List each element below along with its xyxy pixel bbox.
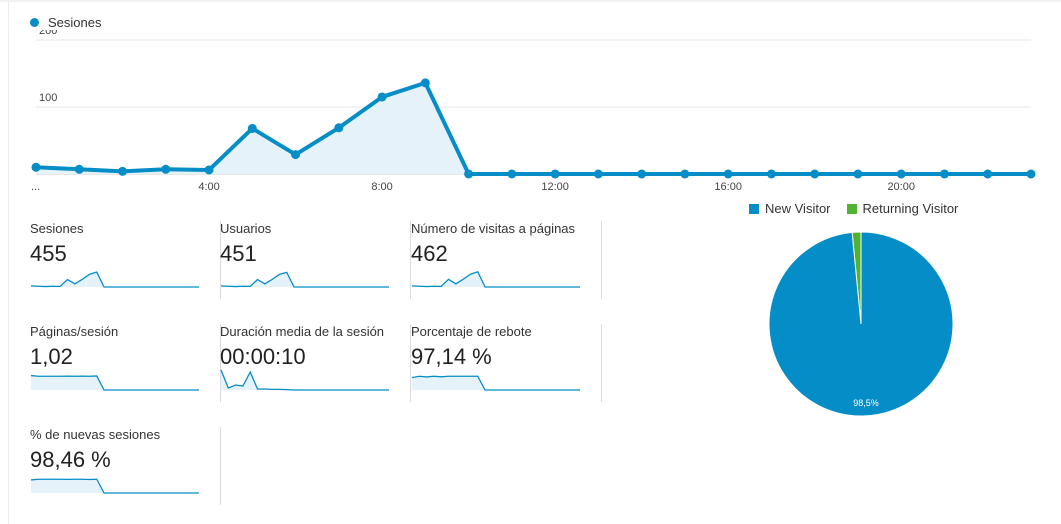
sparkline-line (411, 375, 580, 391)
data-point (896, 169, 906, 179)
metric-sparkline (30, 374, 199, 391)
sparkline-area (221, 370, 389, 390)
metric-sparkline (220, 271, 389, 288)
data-point (939, 169, 949, 179)
y-tick-label: 200 (39, 30, 57, 37)
metric-value: 97,14 % (411, 344, 492, 369)
metric-value: 451 (220, 241, 257, 266)
sparkline-line (411, 271, 580, 288)
pie-legend-item-new[interactable]: New Visitor (749, 201, 831, 216)
metric-sesiones[interactable]: Sesiones 455 (30, 221, 221, 299)
y-tick-label: 100 (39, 92, 57, 104)
main-chart-legend[interactable]: Sesiones (30, 15, 101, 30)
left-border (8, 0, 9, 524)
metric-value: 98,46 % (30, 447, 111, 472)
pie-legend-swatch (846, 203, 857, 214)
pie-slice-label: 98,5% (853, 398, 879, 408)
pie-legend-swatch (749, 203, 759, 214)
metric-porcentaje-rebote[interactable]: Porcentaje de rebote 97,14 % (411, 324, 602, 402)
pie-legend-label: Returning Visitor (862, 201, 959, 216)
data-point (637, 169, 647, 179)
sparkline-line (30, 478, 199, 494)
x-tick-label: 12:00 (541, 181, 569, 193)
data-point (31, 162, 41, 172)
data-point (766, 169, 776, 179)
x-tick-label: 4:00 (198, 181, 219, 193)
data-point (74, 164, 84, 174)
data-point (593, 169, 603, 179)
legend-label-sesiones: Sesiones (48, 15, 102, 30)
x-tick-label: ... (31, 181, 40, 193)
data-point (377, 92, 387, 102)
series-area (36, 82, 1031, 174)
data-point (680, 169, 690, 179)
metric-usuarios[interactable]: Usuarios 451 (220, 221, 411, 299)
pie-legend-item-returning[interactable]: Returning Visitor (846, 201, 959, 216)
data-point (1026, 169, 1036, 179)
metric-label: Duración media de la sesión (220, 324, 385, 339)
data-point (853, 169, 863, 179)
sparkline-area (31, 479, 199, 493)
data-point (723, 169, 733, 179)
metric-label: % de nuevas sesiones (30, 427, 161, 442)
data-point (204, 165, 214, 175)
sparkline-area (412, 271, 580, 287)
sparkline-line (30, 374, 199, 391)
metric-value: 00:00:10 (220, 344, 306, 369)
data-point (420, 78, 430, 88)
metric-label: Páginas/sesión (30, 324, 119, 339)
metric-nuevas-sesiones[interactable]: % de nuevas sesiones 98,46 % (30, 427, 221, 505)
legend-dot-sesiones (30, 18, 39, 27)
data-point (983, 169, 993, 179)
data-point (334, 123, 344, 133)
metric-sparkline (411, 375, 580, 391)
data-point (118, 166, 128, 176)
metric-sparkline (30, 478, 199, 494)
x-tick-label: 8:00 (371, 181, 392, 193)
data-point (464, 169, 474, 179)
metric-sparkline (30, 271, 199, 288)
metric-visitas-paginas[interactable]: Número de visitas a páginas 462 (411, 221, 602, 299)
data-point (291, 150, 301, 160)
sparkline-area (221, 272, 389, 287)
metric-value: 1,02 (30, 344, 73, 369)
pie-legend: New Visitor Returning Visitor (749, 201, 974, 216)
metric-label: Usuarios (220, 221, 272, 236)
metric-sparkline (411, 271, 580, 288)
x-tick-label: 20:00 (887, 181, 915, 193)
series-line-sesiones (35, 80, 1031, 176)
data-point (810, 169, 820, 179)
sparkline-line (220, 271, 389, 288)
x-tick-label: 16:00 (714, 181, 742, 193)
pie-legend-label: New Visitor (765, 201, 831, 216)
metric-label: Porcentaje de rebote (411, 324, 532, 339)
sparkline-area (31, 272, 199, 287)
sparkline-line (30, 271, 199, 288)
sessions-line-chart[interactable]: 100 200... 4:00 8:00 12:00 16:00 20:00 (0, 30, 1061, 200)
data-point (507, 169, 517, 179)
sparkline-line (220, 369, 389, 391)
metric-sparkline (220, 369, 389, 391)
data-point (161, 164, 171, 174)
metric-value: 462 (411, 241, 448, 266)
metric-label: Sesiones (30, 221, 84, 236)
data-point (247, 123, 257, 133)
metric-label: Número de visitas a páginas (411, 221, 576, 236)
metric-value: 455 (30, 241, 67, 266)
metric-paginas-sesion[interactable]: Páginas/sesión 1,02 (30, 324, 221, 402)
sparkline-area (31, 375, 199, 390)
visitor-type-pie-chart[interactable]: 98,5% (765, 228, 957, 420)
sparkline-area (412, 376, 580, 390)
pie-slice (768, 231, 954, 417)
metric-duracion-media[interactable]: Duración media de la sesión 00:00:10 (220, 324, 411, 402)
top-border (0, 0, 1061, 2)
data-point (550, 169, 560, 179)
